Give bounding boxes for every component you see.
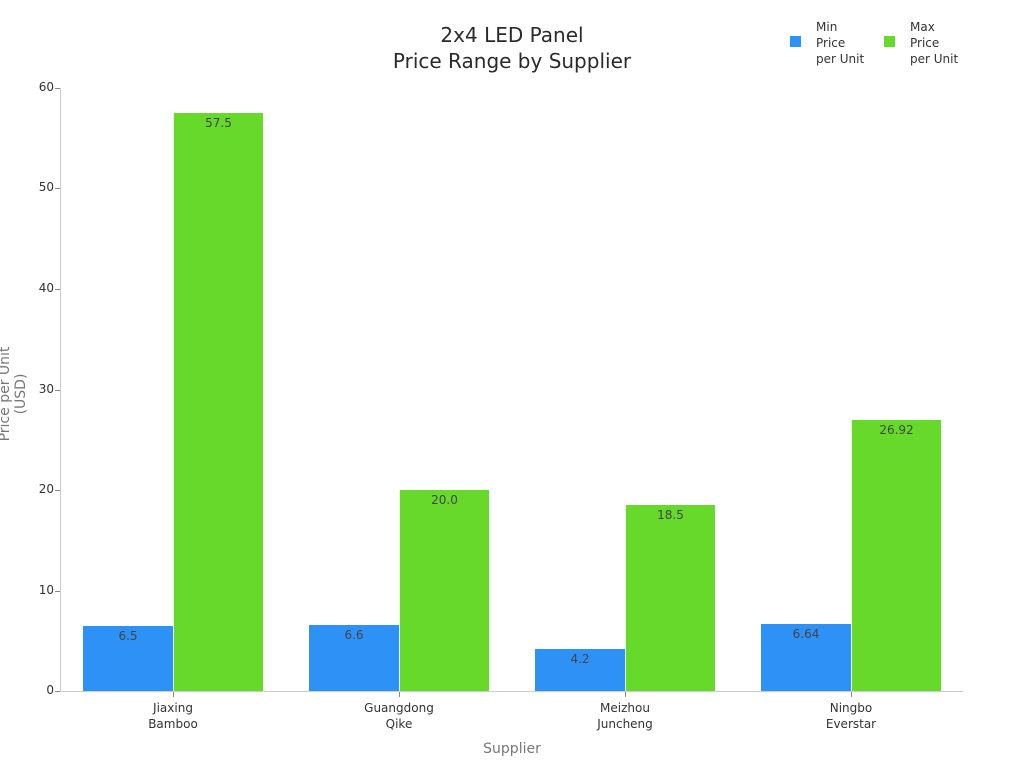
y-tick bbox=[55, 289, 60, 290]
bar-min-price[interactable]: 6.64 bbox=[761, 624, 851, 691]
y-tick bbox=[55, 591, 60, 592]
x-axis-line bbox=[60, 691, 963, 692]
bar-value-label: 6.5 bbox=[118, 628, 138, 643]
y-tick-label: 0 bbox=[46, 683, 54, 697]
legend-swatch-max bbox=[884, 36, 895, 47]
y-tick bbox=[55, 490, 60, 491]
y-tick bbox=[55, 88, 60, 89]
bar-value-label: 6.64 bbox=[792, 627, 820, 642]
x-tick bbox=[399, 692, 400, 697]
bar-value-label: 20.0 bbox=[431, 493, 458, 507]
x-tick-label: Guangdong Qike bbox=[364, 701, 434, 731]
y-tick bbox=[55, 390, 60, 391]
x-axis-title: Supplier bbox=[483, 741, 541, 757]
bar-min-price[interactable]: 6.5 bbox=[83, 625, 173, 691]
bar-value-label: 57.5 bbox=[205, 116, 232, 131]
bar-value-label: 26.92 bbox=[879, 423, 914, 438]
x-tick bbox=[625, 692, 626, 697]
bar-min-price[interactable]: 6.6 bbox=[309, 624, 399, 691]
y-tick-label: 10 bbox=[38, 583, 54, 597]
y-tick-label: 20 bbox=[38, 482, 54, 496]
y-axis-line bbox=[60, 88, 61, 692]
bar-max-price[interactable]: 57.5 bbox=[173, 113, 263, 691]
chart-title-line-1: 2x4 LED Panel bbox=[440, 23, 584, 47]
x-tick-label: Meizhou Juncheng bbox=[597, 701, 653, 731]
y-tick bbox=[55, 188, 60, 189]
bar-value-label: 18.5 bbox=[657, 508, 684, 523]
bar-max-price[interactable]: 26.92 bbox=[851, 420, 941, 691]
bar-max-price[interactable]: 20.0 bbox=[399, 490, 489, 691]
y-tick-label: 30 bbox=[38, 382, 54, 396]
legend-label-min: Min Price per Unit bbox=[816, 20, 865, 66]
y-tick-label: 40 bbox=[38, 281, 54, 295]
x-tick-label: Ningbo Everstar bbox=[825, 701, 877, 731]
legend-label-max: Max Price per Unit bbox=[910, 20, 959, 66]
chart-title-line-2: Price Range by Supplier bbox=[392, 49, 632, 73]
bar-min-price[interactable]: 4.2 bbox=[535, 648, 625, 691]
x-tick bbox=[173, 692, 174, 697]
y-tick bbox=[55, 691, 60, 692]
y-tick-label: 60 bbox=[38, 80, 54, 94]
y-tick-label: 50 bbox=[38, 180, 54, 194]
bar-value-label: 4.2 bbox=[570, 651, 590, 666]
bar-max-price[interactable]: 18.5 bbox=[625, 505, 715, 691]
x-tick-label: Jiaxing Bamboo bbox=[148, 701, 198, 731]
x-tick bbox=[851, 692, 852, 697]
legend-swatch-min bbox=[790, 36, 801, 47]
bar-value-label: 6.6 bbox=[344, 627, 364, 642]
